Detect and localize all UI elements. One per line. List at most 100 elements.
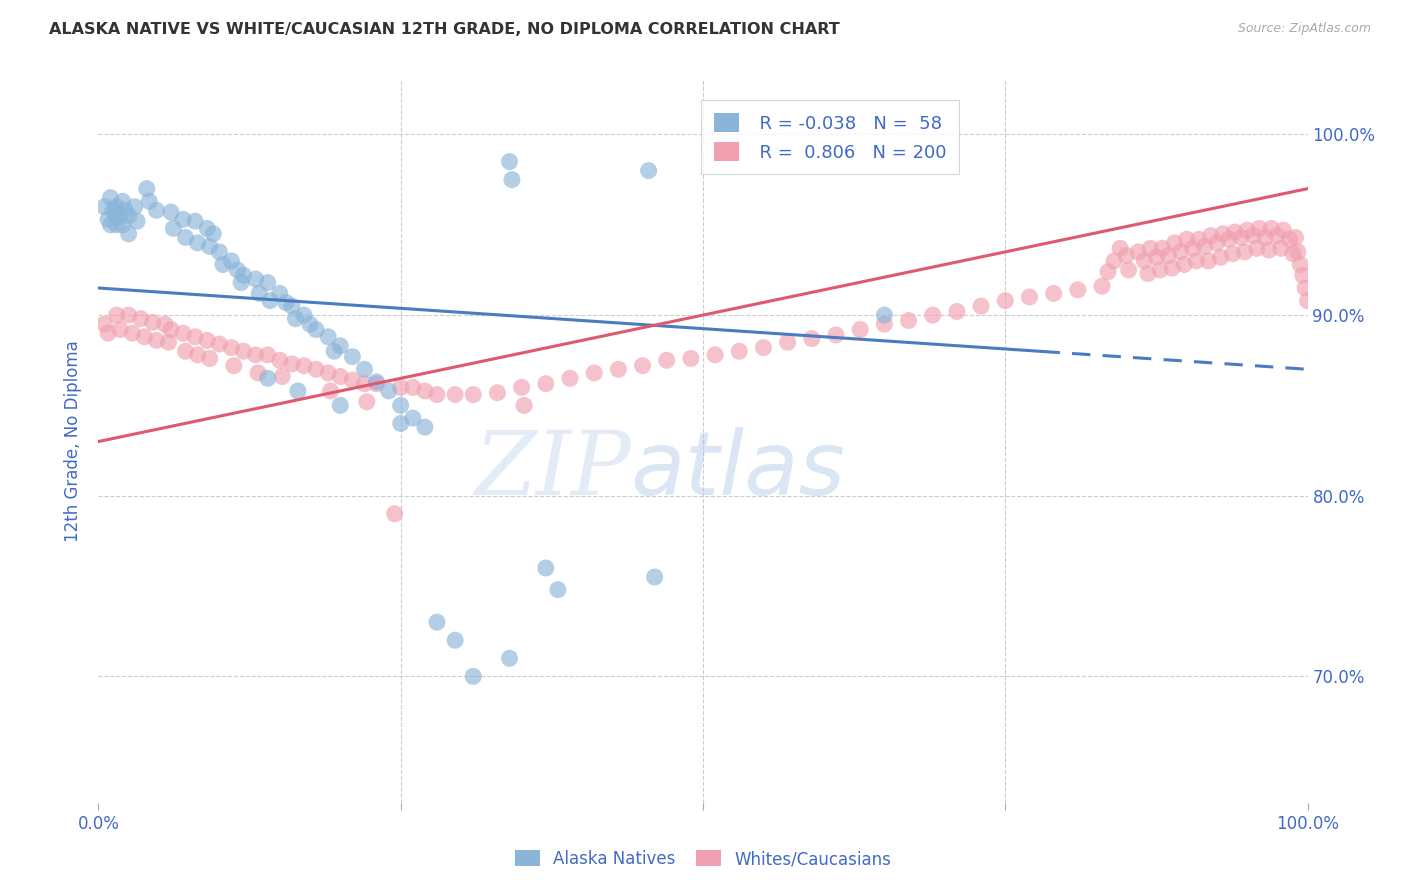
Point	[187, 235, 209, 250]
Point	[329, 369, 352, 384]
Point	[1118, 263, 1140, 277]
Point	[1212, 227, 1234, 241]
Point	[384, 507, 406, 521]
Point	[329, 398, 352, 412]
Point	[1254, 230, 1277, 244]
Point	[776, 335, 799, 350]
Point	[195, 334, 218, 348]
Point	[655, 353, 678, 368]
Point	[1163, 235, 1185, 250]
Point	[1218, 232, 1240, 246]
Point	[134, 330, 156, 344]
Point	[366, 375, 388, 389]
Point	[138, 194, 160, 209]
Point	[232, 344, 254, 359]
Point	[121, 326, 143, 340]
Point	[1272, 223, 1295, 237]
Point	[299, 317, 322, 331]
Point	[160, 205, 183, 219]
Point	[226, 263, 249, 277]
Point	[1157, 248, 1180, 262]
Point	[558, 371, 581, 385]
Point	[1194, 239, 1216, 253]
Point	[305, 362, 328, 376]
Point	[873, 317, 896, 331]
Point	[1152, 241, 1174, 255]
Point	[353, 362, 375, 376]
Point	[1109, 241, 1132, 255]
Point	[1018, 290, 1040, 304]
Point	[187, 348, 209, 362]
Point	[1249, 221, 1271, 235]
Point	[825, 328, 848, 343]
Point	[269, 286, 291, 301]
Point	[184, 214, 207, 228]
Point	[256, 276, 278, 290]
Point	[174, 344, 197, 359]
Point	[198, 239, 221, 253]
Point	[1161, 261, 1184, 276]
Point	[172, 326, 194, 340]
Point	[1296, 293, 1319, 308]
Point	[160, 322, 183, 336]
Point	[377, 384, 399, 398]
Point	[501, 172, 523, 186]
Point	[329, 339, 352, 353]
Point	[1146, 250, 1168, 264]
Point	[145, 203, 167, 218]
Point	[498, 651, 520, 665]
Point	[353, 376, 375, 391]
Point	[679, 351, 702, 366]
Point	[101, 203, 124, 218]
Point	[1097, 265, 1119, 279]
Point	[413, 420, 436, 434]
Point	[100, 218, 122, 232]
Point	[921, 308, 943, 322]
Point	[100, 191, 122, 205]
Point	[292, 359, 315, 373]
Point	[305, 322, 328, 336]
Point	[1233, 244, 1256, 259]
Point	[946, 304, 969, 318]
Point	[897, 313, 920, 327]
Point	[1139, 241, 1161, 255]
Point	[319, 384, 342, 398]
Point	[1257, 243, 1279, 257]
Point	[105, 308, 128, 322]
Point	[1067, 283, 1090, 297]
Point	[1199, 228, 1222, 243]
Point	[212, 258, 235, 272]
Point	[97, 326, 120, 340]
Point	[607, 362, 630, 376]
Point	[287, 384, 309, 398]
Point	[1149, 263, 1171, 277]
Point	[1206, 235, 1229, 250]
Point	[389, 380, 412, 394]
Point	[402, 380, 425, 394]
Point	[1267, 228, 1289, 243]
Point	[1292, 268, 1315, 283]
Point	[157, 335, 180, 350]
Point	[1181, 241, 1204, 255]
Point	[174, 230, 197, 244]
Point	[135, 181, 157, 195]
Point	[1289, 258, 1312, 272]
Point	[444, 387, 467, 401]
Point	[129, 311, 152, 326]
Point	[463, 387, 485, 401]
Point	[1270, 241, 1292, 255]
Point	[463, 669, 485, 683]
Point	[1209, 250, 1232, 264]
Point	[1091, 279, 1114, 293]
Text: atlas: atlas	[630, 427, 845, 514]
Point	[389, 398, 412, 412]
Point	[402, 411, 425, 425]
Point	[1282, 246, 1305, 260]
Point	[1133, 253, 1156, 268]
Point	[145, 334, 167, 348]
Point	[97, 212, 120, 227]
Point	[1284, 230, 1306, 244]
Point	[534, 376, 557, 391]
Point	[281, 357, 304, 371]
Point	[800, 332, 823, 346]
